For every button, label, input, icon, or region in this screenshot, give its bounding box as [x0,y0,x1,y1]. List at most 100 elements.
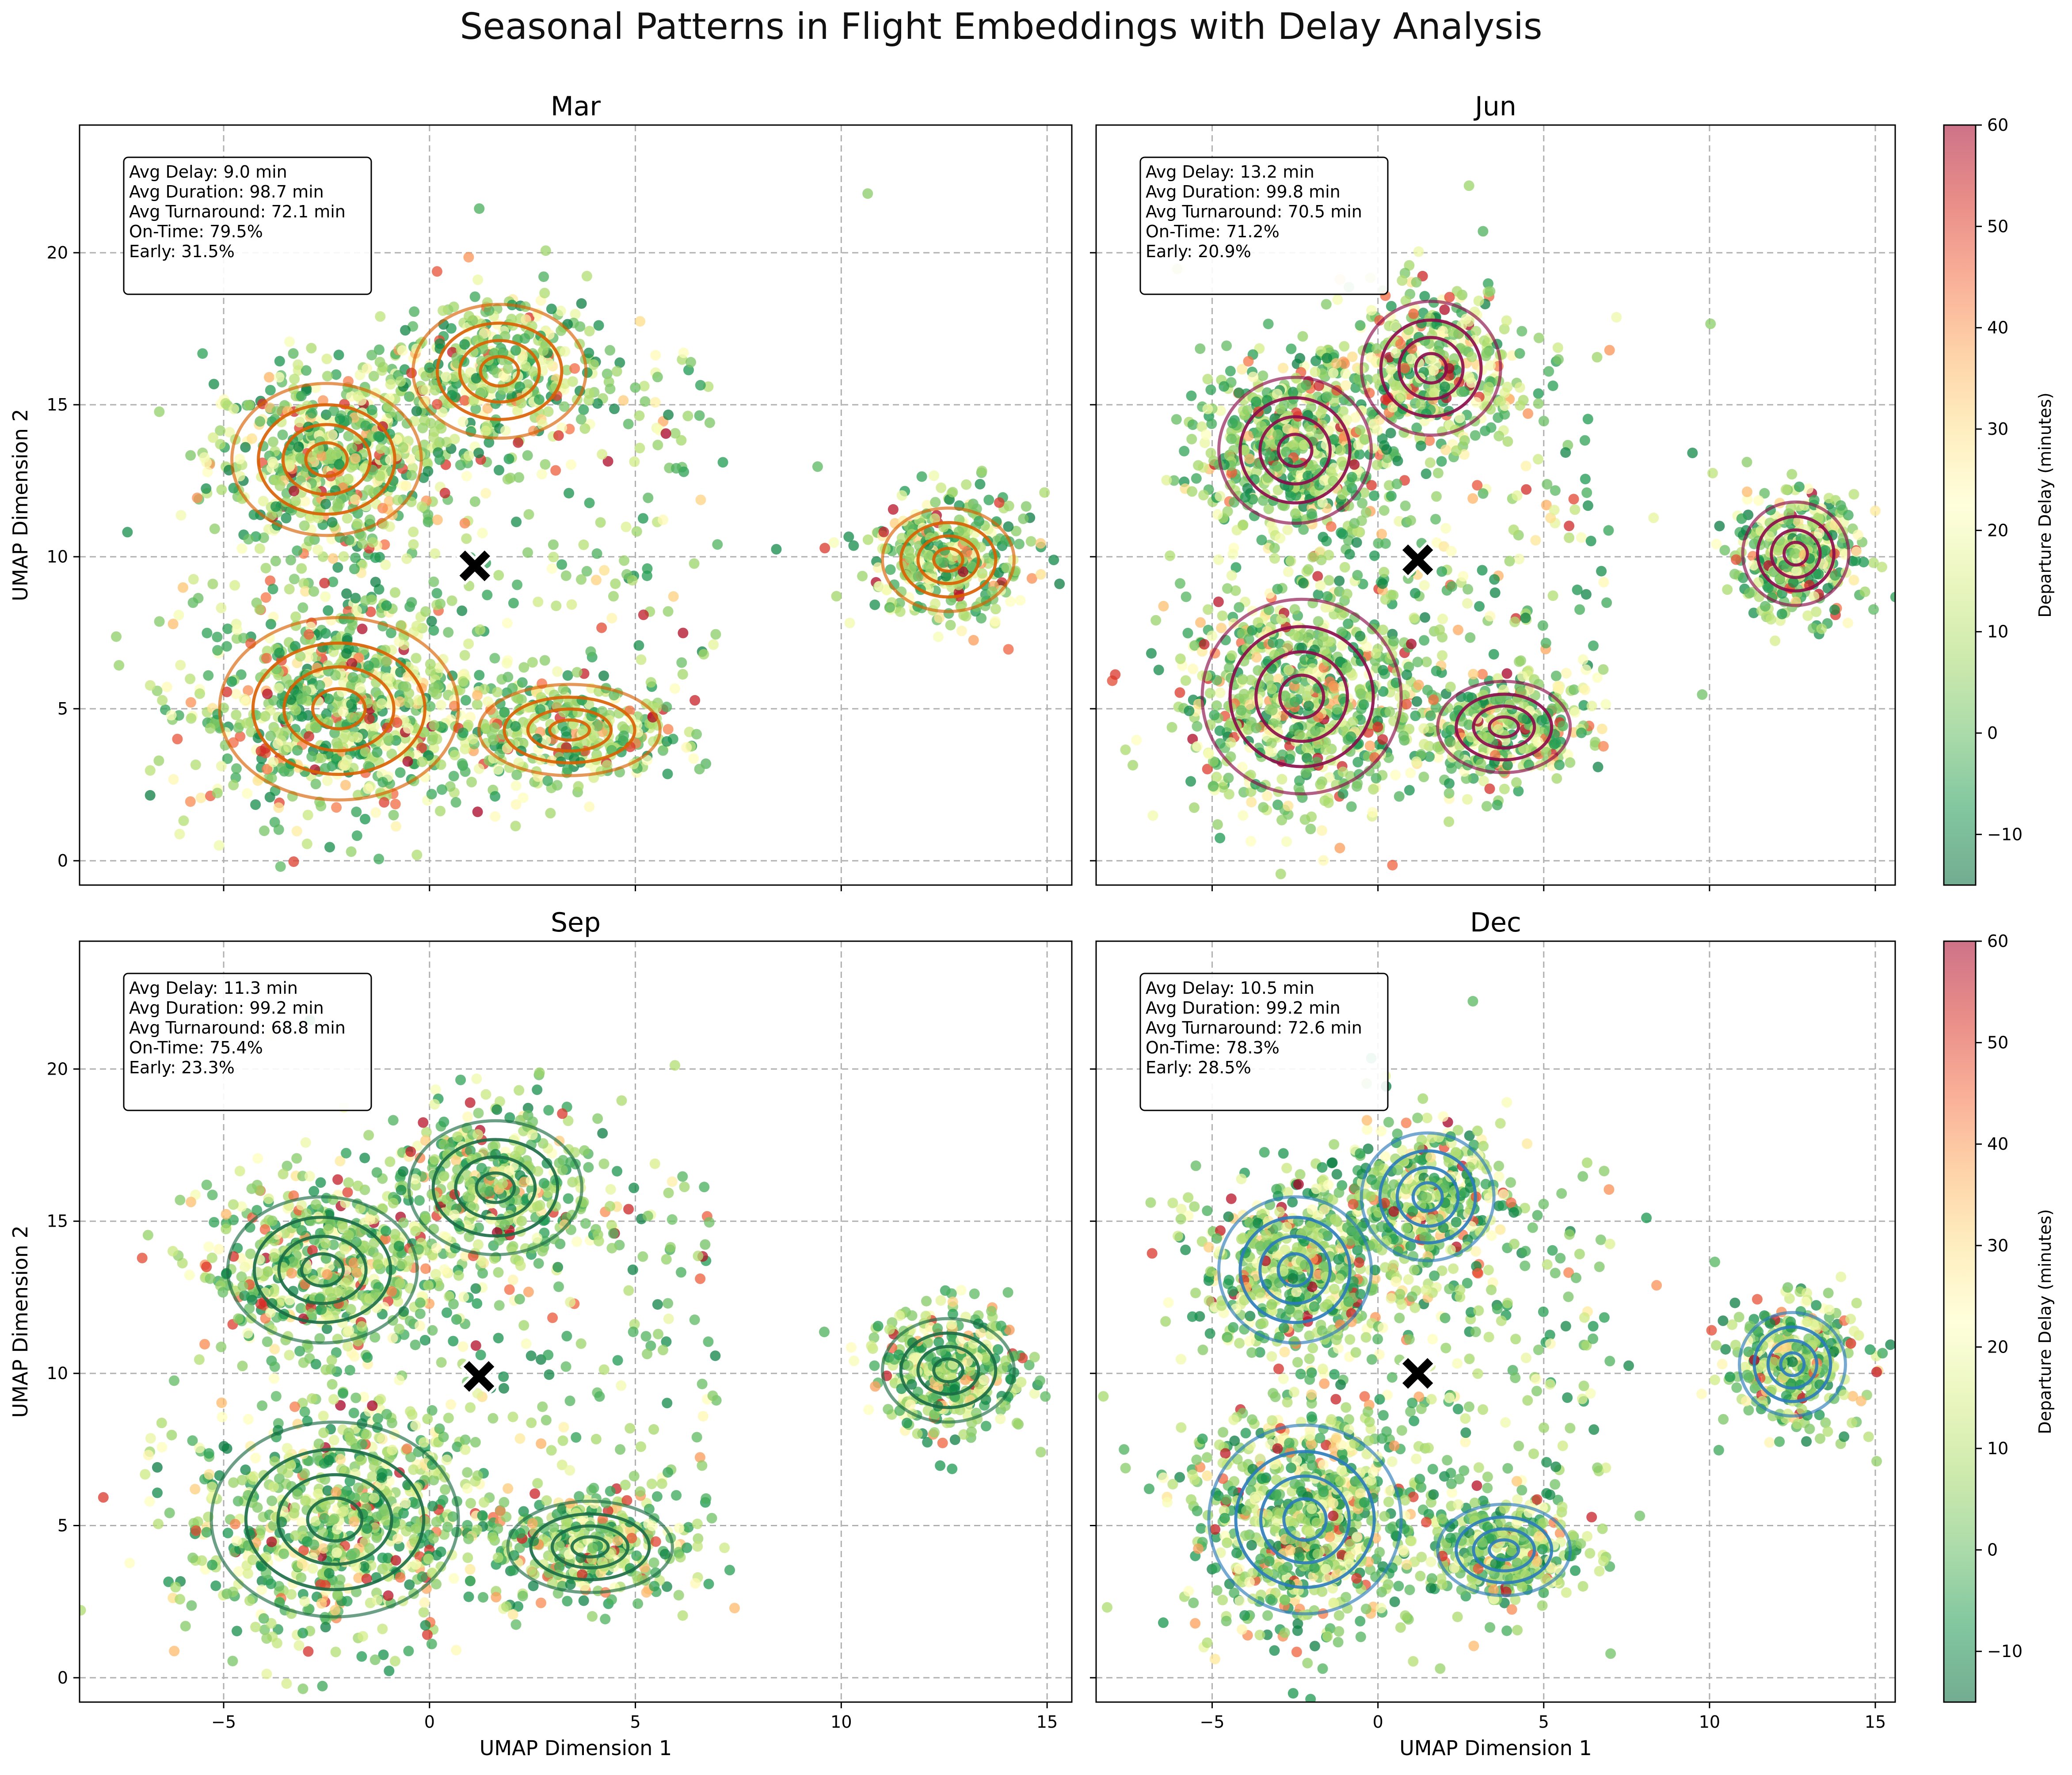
scatter-point [1432,752,1444,763]
scatter-point [304,731,314,742]
scatter-point [145,680,156,691]
contour-line [548,718,591,742]
scatter-point [1843,509,1854,521]
scatter-point [1310,355,1322,366]
scatter-point [1334,843,1345,854]
scatter-point [1288,440,1299,451]
scatter-point [370,807,381,818]
scatter-point [1303,700,1314,711]
scatter-point [819,543,830,554]
scatter-point [432,399,442,410]
scatter-point [1320,744,1331,755]
scatter-point [591,574,602,585]
scatter-point [1454,412,1465,423]
scatter-point [300,586,311,597]
scatter-point [168,619,179,630]
scatter-point [420,606,431,617]
scatter-point [1402,669,1412,680]
scatter-point [424,362,435,373]
scatter-point [1301,742,1312,753]
scatter-point [1430,514,1441,525]
scatter-point [1603,525,1614,536]
scatter-point [1428,365,1439,376]
scatter-point [1073,610,1084,620]
scatter-point [394,696,405,707]
scatter-point [372,747,383,758]
scatter-point [619,555,630,566]
scatter-point [1473,296,1484,306]
scatter-point [1401,699,1412,710]
scatter-point [1378,665,1389,676]
scatter-point [1345,731,1356,742]
scatter-point [1419,635,1430,646]
scatter-point [1549,505,1560,516]
scatter-point [231,763,242,774]
scatter-point [268,458,279,469]
stats-line: Avg Delay: 9.0 min [129,162,287,182]
scatter-point [1018,513,1029,525]
scatter-point [539,288,550,299]
scatter-point [301,838,312,849]
scatter-point [234,471,245,482]
scatter-point [1408,308,1419,319]
scatter-point [1303,471,1314,482]
scatter-point [428,432,439,443]
scatter-point [556,559,568,570]
scatter-point [1444,292,1455,303]
scatter-point [409,306,420,317]
scatter-point [229,403,240,414]
scatter-point [1409,612,1420,623]
scatter-point [400,325,411,336]
scatter-point [1358,699,1369,710]
scatter-point [377,777,388,788]
scatter-point [542,775,553,786]
scatter-point [676,435,687,446]
scatter-point [552,780,563,791]
scatter-point [411,406,422,417]
scatter-point [1192,741,1203,752]
scatter-point [605,384,616,395]
scatter-point [472,699,483,710]
scatter-point [618,730,629,741]
scatter-point [584,801,595,812]
scatter-point [461,533,472,544]
scatter-point [1514,348,1525,359]
scatter-point [584,326,595,337]
scatter-point [1478,488,1489,499]
scatter-point [1312,571,1323,582]
scatter-point [435,598,446,609]
scatter-point [194,688,205,699]
scatter-point [375,443,386,454]
scatter-point [923,550,934,561]
scatter-point [370,552,381,563]
scatter-point [240,696,251,707]
scatter-point [1451,286,1463,297]
scatter-point [1317,825,1327,836]
scatter-point [1586,700,1597,711]
scatter-point [1257,370,1268,381]
scatter-point [1760,601,1771,612]
scatter-point [1542,479,1553,490]
scatter-point [1205,448,1216,459]
scatter-point [489,722,500,733]
scatter-point [209,523,220,534]
scatter-point [1238,519,1249,530]
scatter-point [1221,340,1232,351]
scatter-point [202,627,213,639]
scatter-point [1313,616,1324,627]
scatter-point [392,717,403,728]
scatter-point [270,475,282,486]
scatter-point [1332,704,1343,715]
scatter-point [430,385,441,396]
scatter-point [550,465,561,476]
scatter-point [1315,779,1326,790]
scatter-point [508,597,519,608]
scatter-point [540,245,551,256]
scatter-point [812,461,823,472]
scatter-point [650,350,661,361]
scatter-point [1424,354,1436,365]
scatter-point [418,384,429,395]
scatter-point [1205,384,1216,395]
scatter-point [1150,615,1162,626]
scatter-point [578,404,589,415]
